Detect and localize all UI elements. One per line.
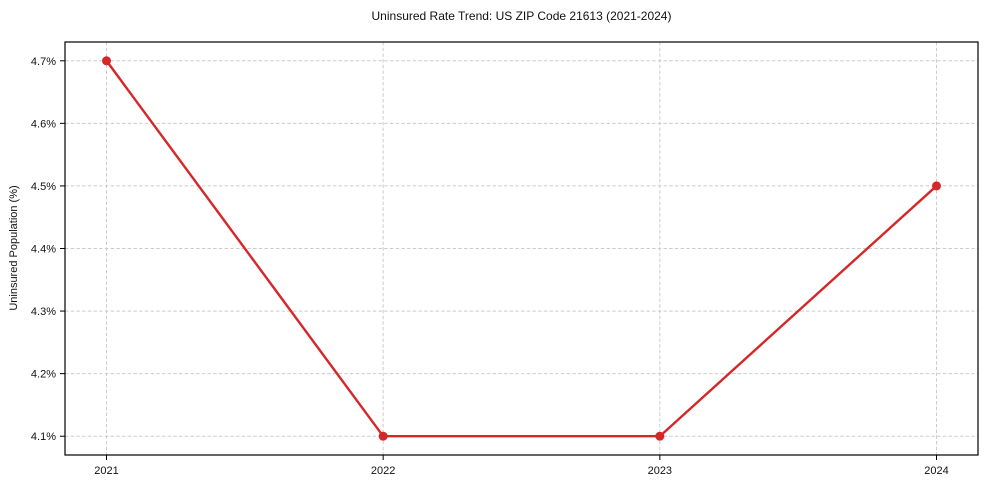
y-tick-label: 4.3% xyxy=(31,306,56,318)
y-tick-label: 4.7% xyxy=(31,56,56,68)
chart-title: Uninsured Rate Trend: US ZIP Code 21613 … xyxy=(371,9,672,23)
data-point-marker xyxy=(655,431,665,441)
y-tick-label: 4.4% xyxy=(31,244,56,256)
trend-line xyxy=(105,59,938,438)
y-tick-label: 4.5% xyxy=(31,181,56,193)
y-tick-label: 4.6% xyxy=(31,118,56,130)
data-point-marker xyxy=(102,56,111,66)
y-tick-label: 4.2% xyxy=(31,369,56,381)
y-tick-label: 4.1% xyxy=(31,431,56,443)
plot-border xyxy=(64,41,979,456)
data-point-marker xyxy=(932,181,941,191)
x-tick-label: 2024 xyxy=(924,465,948,477)
data-point-marker xyxy=(378,431,388,441)
x-tick-label: 2023 xyxy=(648,465,672,477)
x-tick-label: 2021 xyxy=(94,465,118,477)
x-tick-label: 2022 xyxy=(371,465,395,477)
